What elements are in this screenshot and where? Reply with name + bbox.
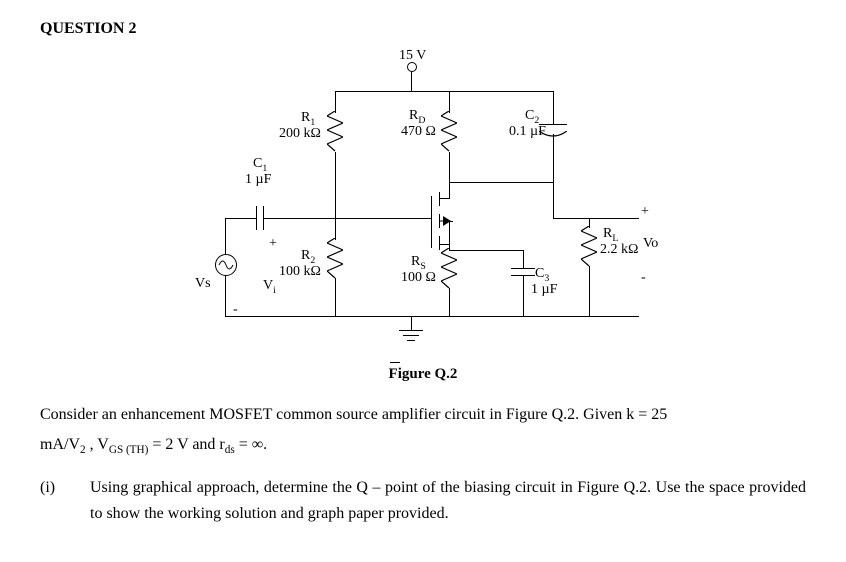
question-part-i: (i) Using graphical approach, determine … [40, 475, 806, 526]
ground-icon [407, 340, 415, 341]
caption-overline [390, 362, 400, 363]
question-title: QUESTION 2 [40, 20, 806, 38]
wire [553, 218, 589, 219]
wire [523, 250, 524, 268]
wire [225, 275, 226, 316]
wire [553, 134, 554, 218]
vo-label: Vo [643, 236, 658, 252]
wire [589, 266, 590, 316]
cap-plate [256, 206, 257, 230]
wire [263, 218, 431, 219]
wire [553, 91, 554, 124]
rd-value: 470 Ω [401, 124, 436, 140]
r1-value: 200 kΩ [279, 126, 321, 142]
wire [449, 182, 553, 183]
wire [439, 244, 449, 245]
vo-pos: + [641, 204, 649, 220]
wire [449, 182, 450, 199]
r2-value: 100 kΩ [279, 264, 321, 280]
wire [411, 71, 412, 91]
wire [335, 278, 336, 316]
rs-value: 100 Ω [401, 270, 436, 286]
vs-label: Vs [195, 276, 211, 292]
wire [449, 288, 450, 316]
mosfet-icon [439, 192, 440, 206]
resistor-icon [327, 111, 343, 153]
wire [411, 316, 412, 330]
circuit-diagram: 15 V R1 200 kΩ RD 470 Ω C2 0.1 µF C1 1 µ… [173, 48, 673, 358]
part-number: (i) [40, 475, 90, 526]
wire [523, 275, 524, 316]
mosfet-icon [439, 236, 440, 250]
wire [225, 218, 256, 219]
part-text: Using graphical approach, determine the … [90, 475, 806, 526]
c3-value: 1 µF [531, 282, 557, 298]
wire [589, 218, 639, 219]
resistor-icon [441, 248, 457, 290]
vo-neg: - [641, 270, 646, 286]
cap-plate [511, 268, 535, 269]
wire [439, 198, 449, 199]
ground-icon [403, 335, 419, 336]
wire [335, 91, 336, 113]
wire [449, 91, 450, 113]
resistor-icon [327, 238, 343, 280]
wire [335, 91, 553, 92]
resistor-icon [581, 226, 597, 268]
supply-node [407, 62, 417, 72]
rl-value: 2.2 kΩ [600, 242, 638, 258]
wire [335, 218, 336, 240]
c1-value: 1 µF [245, 172, 271, 188]
question-intro: Consider an enhancement MOSFET common so… [40, 403, 806, 459]
figure-caption: Figure Q.2 [40, 366, 806, 383]
vi-label: Vi [263, 278, 276, 296]
wire [225, 218, 226, 254]
wire [449, 152, 450, 182]
wire [335, 152, 336, 218]
mosfet-gate-line [431, 196, 432, 248]
wire [449, 250, 523, 251]
wire [225, 316, 639, 317]
resistor-icon [441, 111, 457, 153]
c2-value: 0.1 µF [509, 124, 546, 140]
ground-icon [399, 330, 423, 331]
wire [449, 221, 450, 244]
vi-pos: + [269, 236, 277, 252]
voltage-source-icon [215, 254, 237, 276]
